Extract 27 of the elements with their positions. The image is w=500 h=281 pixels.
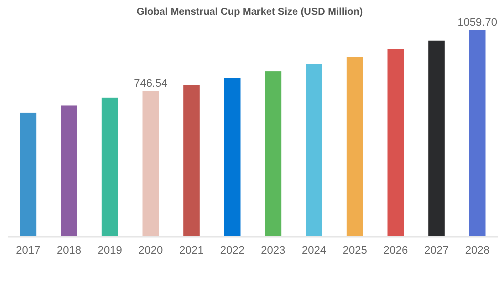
bar xyxy=(142,91,160,237)
x-tick-label: 2017 xyxy=(16,244,41,257)
x-tick-label: 2018 xyxy=(57,244,82,257)
bar xyxy=(346,57,364,237)
x-tick-label: 2020 xyxy=(138,244,164,257)
bar xyxy=(224,78,241,237)
bar xyxy=(388,49,404,237)
x-tick-label: 2027 xyxy=(424,244,449,257)
bar xyxy=(61,106,78,237)
data-label: 746.54 xyxy=(134,78,168,90)
data-label: 1059.70 xyxy=(458,17,498,29)
x-tick-label: 2025 xyxy=(342,244,368,257)
x-tick-label: 2019 xyxy=(98,244,122,257)
x-tick-label: 2024 xyxy=(302,244,326,257)
x-tick-label: 2023 xyxy=(261,244,286,257)
bar xyxy=(428,40,445,237)
x-tick-label: 2028 xyxy=(465,244,490,257)
bar xyxy=(265,72,282,237)
x-tick-label: 2026 xyxy=(384,244,408,257)
bar xyxy=(20,112,37,237)
x-tick-label: 2022 xyxy=(220,244,245,257)
chart-title: Global Menstrual Cup Market Size (USD Million) xyxy=(136,7,364,18)
bar xyxy=(184,85,200,237)
x-tick-label: 2021 xyxy=(180,244,204,257)
bar xyxy=(469,30,486,237)
bar xyxy=(102,98,118,237)
bar xyxy=(306,64,322,237)
